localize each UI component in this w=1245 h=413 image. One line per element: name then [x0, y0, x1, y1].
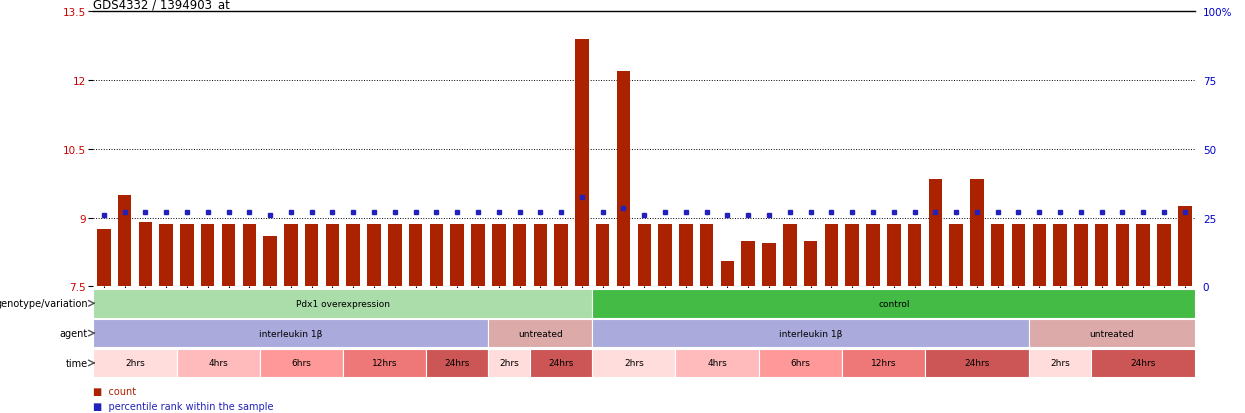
Bar	[845, 225, 859, 287]
Bar	[264, 236, 276, 287]
Bar	[181, 225, 194, 287]
Bar	[1178, 206, 1191, 287]
Text: ■  count: ■ count	[93, 386, 137, 396]
Bar	[742, 241, 754, 287]
Bar	[721, 261, 735, 287]
Text: 6hrs: 6hrs	[791, 358, 810, 368]
Text: 24hrs: 24hrs	[549, 358, 574, 368]
Text: 2hrs: 2hrs	[499, 358, 519, 368]
Bar	[159, 225, 173, 287]
Bar	[1053, 225, 1067, 287]
Text: control: control	[878, 299, 910, 308]
Bar	[970, 179, 984, 287]
Bar	[700, 225, 713, 287]
Text: ■  percentile rank within the sample: ■ percentile rank within the sample	[93, 401, 274, 411]
Bar	[1028, 349, 1092, 377]
Bar	[1032, 225, 1046, 287]
Bar	[1137, 225, 1150, 287]
Bar	[991, 225, 1005, 287]
Bar	[93, 289, 593, 318]
Bar	[637, 225, 651, 287]
Bar	[1092, 349, 1195, 377]
Bar	[762, 243, 776, 287]
Text: 2hrs: 2hrs	[624, 358, 644, 368]
Text: 12hrs: 12hrs	[870, 358, 896, 368]
Bar	[908, 225, 921, 287]
Text: 24hrs: 24hrs	[1130, 358, 1155, 368]
Bar	[367, 225, 381, 287]
Bar	[593, 349, 676, 377]
Bar	[222, 225, 235, 287]
Bar	[513, 225, 527, 287]
Bar	[388, 225, 402, 287]
Text: 2hrs: 2hrs	[1051, 358, 1069, 368]
Bar	[305, 225, 319, 287]
Bar	[929, 179, 942, 287]
Bar	[616, 72, 630, 287]
Bar	[804, 241, 818, 287]
Bar	[1158, 225, 1170, 287]
Bar	[783, 225, 797, 287]
Bar	[925, 349, 1028, 377]
Bar	[950, 225, 962, 287]
Text: Pdx1 overexpression: Pdx1 overexpression	[296, 299, 390, 308]
Text: GDS4332 / 1394903_at: GDS4332 / 1394903_at	[93, 0, 230, 11]
Bar	[1116, 225, 1129, 287]
Bar	[430, 225, 443, 287]
Bar	[346, 225, 360, 287]
Bar	[492, 225, 505, 287]
Bar	[659, 225, 672, 287]
Bar	[260, 349, 342, 377]
Bar	[93, 319, 488, 348]
Bar	[177, 349, 260, 377]
Bar	[679, 225, 692, 287]
Bar	[426, 349, 488, 377]
Bar	[488, 349, 530, 377]
Bar	[326, 225, 339, 287]
Bar	[886, 225, 900, 287]
Bar	[593, 289, 1195, 318]
Bar	[138, 223, 152, 287]
Bar	[867, 225, 880, 287]
Bar	[97, 230, 111, 287]
Bar	[554, 225, 568, 287]
Bar	[93, 349, 177, 377]
Bar	[534, 225, 547, 287]
Text: agent: agent	[60, 328, 88, 338]
Text: 24hrs: 24hrs	[444, 358, 469, 368]
Bar	[243, 225, 256, 287]
Text: untreated: untreated	[518, 329, 563, 338]
Bar	[408, 225, 422, 287]
Bar	[284, 225, 298, 287]
Text: 6hrs: 6hrs	[291, 358, 311, 368]
Bar	[1028, 319, 1195, 348]
Bar	[676, 349, 758, 377]
Text: interleukin 1β: interleukin 1β	[779, 329, 843, 338]
Text: 12hrs: 12hrs	[372, 358, 397, 368]
Text: 4hrs: 4hrs	[208, 358, 228, 368]
Bar	[1094, 225, 1108, 287]
Bar	[530, 349, 593, 377]
Bar	[451, 225, 464, 287]
Bar	[596, 225, 610, 287]
Bar	[824, 225, 838, 287]
Bar	[842, 349, 925, 377]
Bar	[200, 225, 214, 287]
Text: untreated: untreated	[1089, 329, 1134, 338]
Bar	[1074, 225, 1088, 287]
Bar	[758, 349, 842, 377]
Text: 24hrs: 24hrs	[964, 358, 990, 368]
Bar	[1012, 225, 1025, 287]
Bar	[471, 225, 484, 287]
Text: genotype/variation: genotype/variation	[0, 299, 88, 309]
Text: interleukin 1β: interleukin 1β	[259, 329, 322, 338]
Bar	[342, 349, 426, 377]
Bar	[575, 40, 589, 287]
Bar	[118, 195, 131, 287]
Text: time: time	[66, 358, 88, 368]
Bar	[488, 319, 593, 348]
Text: 2hrs: 2hrs	[124, 358, 144, 368]
Text: 4hrs: 4hrs	[707, 358, 727, 368]
Bar	[593, 319, 1028, 348]
